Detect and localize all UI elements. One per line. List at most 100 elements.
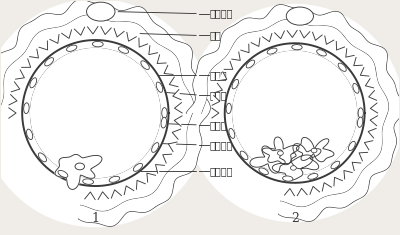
Polygon shape	[16, 70, 24, 79]
Polygon shape	[0, 0, 209, 227]
Polygon shape	[111, 190, 122, 198]
Polygon shape	[272, 155, 313, 180]
Polygon shape	[39, 41, 48, 50]
Polygon shape	[212, 108, 219, 118]
Polygon shape	[369, 90, 376, 100]
Polygon shape	[74, 27, 84, 35]
Ellipse shape	[66, 45, 77, 51]
Polygon shape	[251, 38, 260, 46]
Polygon shape	[174, 116, 182, 126]
Text: 系膜基质: 系膜基质	[210, 140, 234, 150]
Polygon shape	[325, 36, 334, 44]
Polygon shape	[30, 49, 38, 58]
Polygon shape	[250, 146, 285, 173]
Ellipse shape	[86, 2, 115, 21]
Polygon shape	[50, 35, 59, 43]
Polygon shape	[168, 142, 177, 152]
Ellipse shape	[331, 161, 340, 169]
Ellipse shape	[161, 117, 166, 128]
Polygon shape	[300, 31, 310, 38]
Ellipse shape	[141, 61, 149, 70]
Text: 1: 1	[91, 212, 99, 225]
Text: 基底膜: 基底膜	[210, 70, 228, 80]
Polygon shape	[139, 38, 148, 47]
Ellipse shape	[162, 108, 167, 118]
Ellipse shape	[156, 82, 163, 92]
Polygon shape	[370, 103, 378, 113]
Polygon shape	[310, 186, 320, 194]
Text: 毛细血管腔: 毛细血管腔	[210, 90, 239, 100]
Ellipse shape	[229, 128, 235, 138]
Ellipse shape	[38, 153, 46, 162]
Polygon shape	[312, 32, 322, 40]
Polygon shape	[127, 32, 136, 41]
Polygon shape	[364, 141, 373, 150]
Polygon shape	[85, 192, 95, 200]
Ellipse shape	[290, 166, 296, 170]
Polygon shape	[169, 77, 178, 87]
Ellipse shape	[283, 176, 293, 181]
Polygon shape	[136, 180, 145, 189]
Polygon shape	[296, 137, 334, 162]
Ellipse shape	[75, 163, 84, 170]
Polygon shape	[98, 192, 108, 200]
Polygon shape	[344, 170, 352, 179]
Polygon shape	[354, 57, 362, 66]
Ellipse shape	[278, 151, 283, 155]
Ellipse shape	[226, 103, 231, 114]
Polygon shape	[322, 183, 332, 191]
Polygon shape	[346, 49, 354, 57]
Text: 上皮细胞: 上皮细胞	[210, 9, 234, 19]
Polygon shape	[368, 128, 376, 138]
Polygon shape	[88, 27, 98, 34]
Polygon shape	[224, 61, 233, 69]
Polygon shape	[55, 154, 102, 189]
Ellipse shape	[58, 170, 68, 177]
Ellipse shape	[118, 47, 128, 53]
Text: 内皮细胞: 内皮细胞	[210, 120, 234, 130]
Polygon shape	[241, 44, 249, 53]
Polygon shape	[359, 152, 368, 161]
Ellipse shape	[109, 176, 120, 182]
Polygon shape	[11, 82, 20, 92]
Polygon shape	[124, 186, 134, 195]
Text: 系膜细胞: 系膜细胞	[210, 166, 234, 176]
Ellipse shape	[348, 141, 355, 151]
Ellipse shape	[83, 179, 94, 184]
Polygon shape	[365, 79, 374, 88]
Circle shape	[31, 48, 160, 178]
Polygon shape	[186, 4, 400, 222]
Ellipse shape	[311, 148, 317, 153]
Ellipse shape	[267, 48, 277, 54]
Polygon shape	[157, 55, 166, 63]
Ellipse shape	[259, 168, 268, 175]
Polygon shape	[214, 83, 222, 93]
Ellipse shape	[358, 108, 363, 118]
Polygon shape	[232, 52, 240, 60]
Polygon shape	[336, 42, 344, 50]
Polygon shape	[156, 164, 164, 173]
Polygon shape	[114, 28, 124, 37]
Polygon shape	[62, 30, 72, 39]
Ellipse shape	[92, 41, 103, 47]
Polygon shape	[291, 144, 321, 170]
Text: 足突: 足突	[210, 31, 222, 40]
Polygon shape	[174, 103, 182, 113]
Ellipse shape	[358, 117, 363, 127]
Ellipse shape	[24, 103, 29, 114]
Ellipse shape	[308, 173, 318, 179]
Ellipse shape	[338, 63, 346, 71]
Ellipse shape	[246, 60, 255, 68]
Polygon shape	[287, 30, 297, 37]
Circle shape	[22, 40, 168, 186]
Ellipse shape	[292, 45, 302, 50]
Ellipse shape	[317, 50, 326, 56]
Polygon shape	[9, 108, 16, 118]
Polygon shape	[163, 154, 172, 163]
Circle shape	[225, 43, 365, 183]
Polygon shape	[164, 65, 173, 74]
Polygon shape	[275, 31, 284, 39]
Polygon shape	[297, 188, 307, 196]
Ellipse shape	[353, 83, 359, 93]
Polygon shape	[172, 129, 180, 139]
